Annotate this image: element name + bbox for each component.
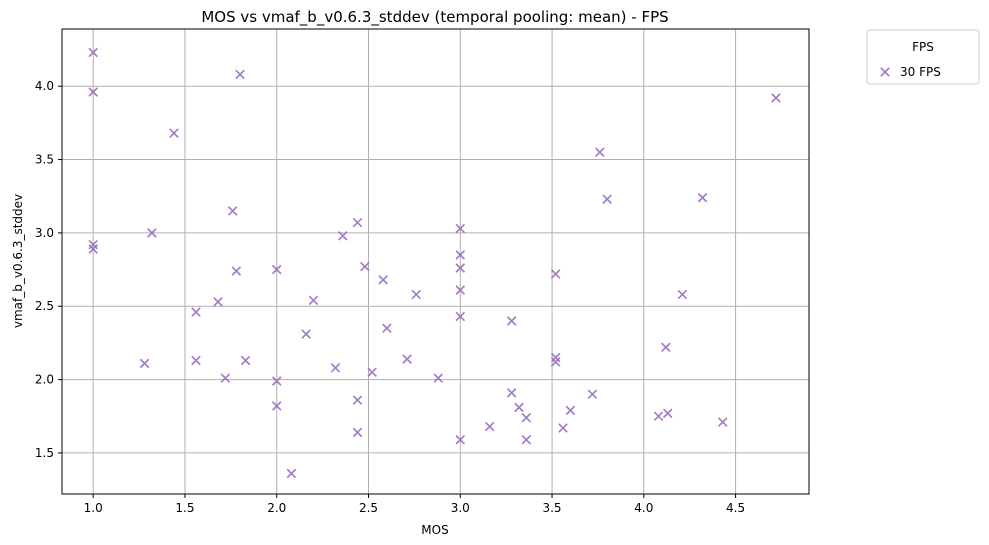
data-point (286, 468, 297, 479)
data-point (661, 342, 671, 353)
data-point (382, 323, 392, 334)
legend-entry-30-fps: 30 FPS (900, 65, 941, 79)
data-point (88, 244, 99, 254)
data-point (771, 93, 781, 103)
x-tick-label: 4.0 (634, 501, 653, 515)
data-point (330, 363, 341, 373)
data-point (411, 289, 422, 300)
x-tick-label: 3.0 (451, 501, 470, 515)
legend: FPS 30 FPS (866, 29, 980, 85)
y-tick-label: 1.5 (35, 446, 54, 460)
x-tick-label: 1.0 (84, 501, 103, 515)
y-tick-label: 4.0 (35, 79, 54, 93)
data-point (352, 427, 363, 438)
data-point (88, 87, 99, 97)
data-points (88, 47, 781, 479)
data-point (191, 307, 201, 317)
data-point (550, 269, 561, 279)
y-tick-label: 2.0 (35, 373, 54, 387)
data-point (653, 411, 664, 422)
data-point (455, 285, 466, 295)
data-point (484, 421, 495, 432)
legend-marker-x-icon (880, 67, 890, 77)
x-axis-label: MOS (421, 523, 448, 537)
x-axis-ticks: 1.0 1.5 2.0 2.5 3.0 3.5 4.0 4.5 (84, 494, 745, 515)
data-point (565, 405, 576, 416)
data-point (191, 355, 201, 366)
data-point (662, 408, 673, 419)
data-point (271, 264, 282, 275)
data-point (550, 357, 561, 367)
data-point (378, 275, 388, 285)
data-point (514, 402, 524, 413)
data-point (240, 355, 251, 366)
data-point (455, 434, 466, 445)
legend-title: FPS (912, 40, 934, 54)
data-point (455, 263, 466, 273)
data-point (338, 231, 348, 241)
legend-x-marker (880, 67, 890, 77)
data-point (147, 228, 157, 238)
chart-title: MOS vs vmaf_b_v0.6.3_stddev (temporal po… (201, 8, 668, 27)
data-point (506, 316, 517, 326)
y-axis-label: vmaf_b_v0.6.3_stddev (11, 194, 25, 328)
data-point (231, 266, 242, 276)
data-point (587, 389, 598, 400)
legend-box (866, 29, 980, 85)
data-point (717, 417, 728, 427)
data-point (455, 250, 466, 260)
data-point (455, 223, 466, 234)
data-point (455, 311, 466, 322)
plot-frame (61, 28, 810, 495)
data-point (402, 354, 412, 364)
data-point (433, 373, 444, 383)
data-point (360, 261, 370, 272)
data-point (367, 367, 377, 378)
data-point (521, 412, 532, 423)
grid-lines (62, 29, 809, 494)
y-tick-label: 3.5 (35, 153, 54, 167)
data-point (169, 128, 179, 138)
y-axis-ticks: 1.5 2.0 2.5 3.0 3.5 4.0 (35, 79, 62, 460)
data-point (271, 376, 282, 386)
data-point (308, 295, 319, 306)
y-tick-label: 2.5 (35, 299, 54, 313)
y-tick-label: 3.0 (35, 226, 54, 240)
data-point (506, 387, 517, 398)
data-point (235, 69, 245, 80)
data-point (521, 434, 532, 445)
data-point (677, 289, 688, 300)
data-point (213, 297, 223, 307)
data-point (558, 423, 568, 433)
data-point (220, 373, 231, 383)
data-point (697, 192, 708, 203)
x-tick-label: 2.0 (267, 501, 286, 515)
data-point (550, 352, 561, 363)
data-point (352, 395, 363, 405)
x-tick-label: 3.5 (542, 501, 561, 515)
data-point (227, 206, 238, 216)
x-tick-label: 4.5 (726, 501, 745, 515)
data-point (352, 217, 363, 228)
data-point (301, 329, 311, 339)
x-tick-label: 2.5 (359, 501, 378, 515)
data-point (594, 147, 605, 158)
data-point (602, 194, 612, 204)
data-point (271, 401, 282, 411)
x-tick-label: 1.5 (175, 501, 194, 515)
data-point (88, 47, 99, 58)
data-point (139, 358, 150, 369)
